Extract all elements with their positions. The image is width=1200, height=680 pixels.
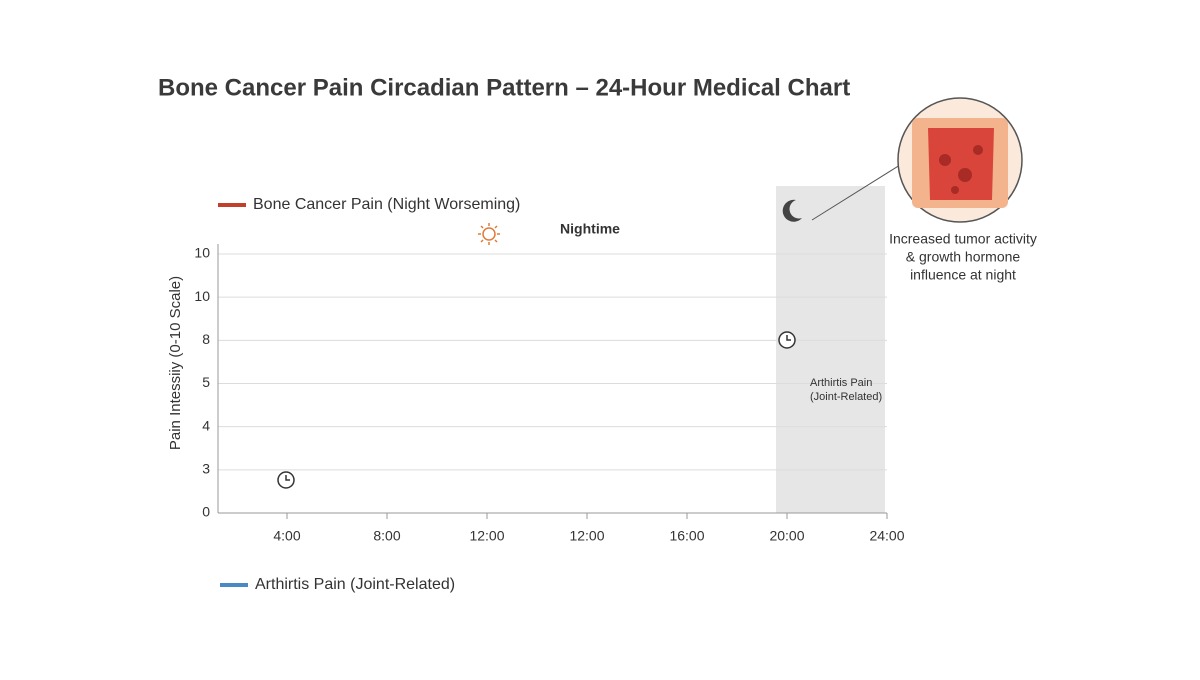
series-annotation: (Joint-Related) [810, 391, 882, 403]
x-tick-label: 12:00 [469, 528, 504, 544]
series-annotation: Arthirtis Pain [810, 377, 872, 389]
x-tick-label: 16:00 [669, 528, 704, 544]
y-tick-label: 10 [194, 245, 210, 261]
y-tick-label: 8 [202, 331, 210, 347]
night-label: Nightime [560, 221, 620, 237]
y-tick-label: 3 [202, 461, 210, 477]
x-tick-label: 20:00 [769, 528, 804, 544]
x-tick-label: 12:00 [569, 528, 604, 544]
clock-hands [786, 335, 791, 341]
callout-text: Increased tumor activity [889, 231, 1037, 247]
y-axis-label: Pain Intessiiy (0-10 Scale) [167, 276, 184, 450]
callout-text: & growth hormone [906, 249, 1021, 265]
legend-label: Bone Cancer Pain (Night Worseming) [253, 196, 520, 213]
legend-label: Arthirtis Pain (Joint-Related) [255, 576, 455, 593]
y-tick-label: 4 [202, 417, 210, 433]
y-tick-label: 10 [194, 288, 210, 304]
sun-icon [478, 223, 500, 245]
y-tick-label: 0 [202, 504, 210, 520]
x-tick-label: 24:00 [869, 528, 904, 544]
tumor-illustration [811, 97, 1023, 223]
callout-text: influence at night [910, 267, 1016, 283]
x-tick-label: 4:00 [273, 528, 300, 544]
x-tick-label: 8:00 [373, 528, 400, 544]
night-band [776, 186, 885, 513]
clock-hands [285, 475, 290, 481]
moon-icon [782, 199, 802, 222]
chart-title: Bone Cancer Pain Circadian Pattern – 24-… [158, 74, 850, 101]
y-tick-label: 5 [202, 374, 210, 390]
